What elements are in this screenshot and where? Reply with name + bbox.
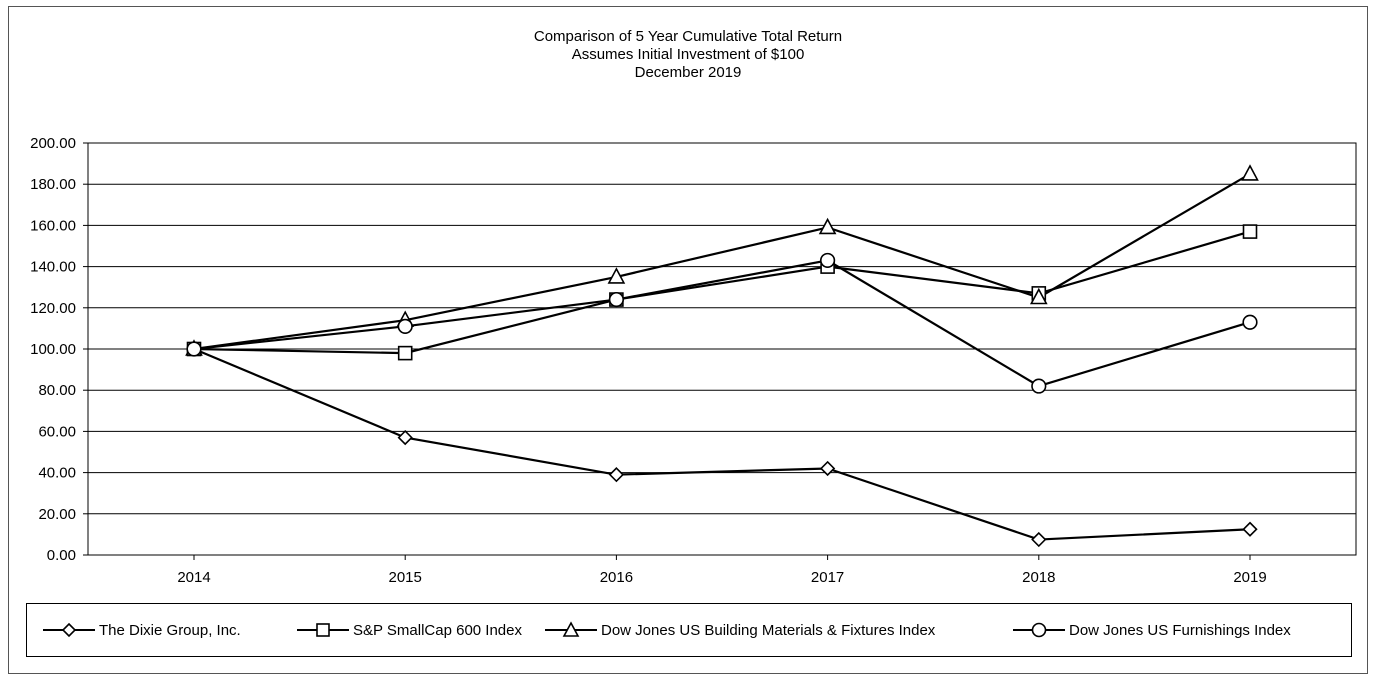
legend-label: Dow Jones US Building Materials & Fixtur… xyxy=(601,621,936,639)
data-point-circle xyxy=(1242,314,1258,330)
legend-marker-triangle-icon xyxy=(545,621,597,637)
chart-subtitle-investment: Assumes Initial Investment of $100 xyxy=(571,46,805,63)
y-tick-label: 120.00 xyxy=(30,300,76,317)
x-tick-label: 2017 xyxy=(811,569,844,586)
data-point-circle xyxy=(608,291,625,308)
series-line xyxy=(193,172,1251,351)
data-point-circle xyxy=(819,252,836,269)
data-point-triangle xyxy=(1029,287,1048,305)
data-point-diamond xyxy=(397,429,413,446)
y-tick-label: 20.00 xyxy=(38,506,76,523)
x-tick-label: 2016 xyxy=(600,569,633,586)
data-point-triangle xyxy=(818,217,837,235)
data-point-triangle xyxy=(607,267,626,284)
data-point-diamond xyxy=(819,460,836,477)
y-tick-label: 140.00 xyxy=(30,259,76,276)
legend-marker-square-icon xyxy=(297,623,349,637)
legend-item-dixie: The Dixie Group, Inc. xyxy=(41,604,241,656)
x-tick-label: 2018 xyxy=(1022,569,1055,586)
y-tick-label: 40.00 xyxy=(38,465,76,482)
x-tick-label: 2015 xyxy=(389,569,422,586)
chart-legend: The Dixie Group, Inc. S&P SmallCap 600 I… xyxy=(26,603,1352,657)
x-tick-label: 2014 xyxy=(177,569,210,586)
series-line xyxy=(193,230,1251,355)
legend-item-sp600: S&P SmallCap 600 Index xyxy=(295,604,522,656)
data-point-circle xyxy=(186,341,202,357)
data-point-circle xyxy=(1031,378,1047,394)
legend-marker-circle-icon xyxy=(1013,622,1065,638)
x-tick-label: 2019 xyxy=(1233,569,1266,586)
data-point-triangle xyxy=(1241,164,1259,181)
series-line xyxy=(193,347,1251,541)
y-tick-label: 60.00 xyxy=(38,423,76,440)
data-point-diamond xyxy=(1031,531,1047,548)
y-tick-label: 160.00 xyxy=(30,217,76,234)
data-point-diamond xyxy=(1242,521,1258,537)
y-tick-label: 0.00 xyxy=(47,547,76,564)
y-tick-label: 80.00 xyxy=(38,382,76,399)
chart-title: Comparison of 5 Year Cumulative Total Re… xyxy=(533,28,843,45)
legend-marker-diamond-icon xyxy=(43,622,95,638)
series-line xyxy=(193,259,1251,388)
y-tick-label: 200.00 xyxy=(30,135,76,152)
legend-item-furnishings: Dow Jones US Furnishings Index xyxy=(1011,604,1291,656)
legend-label: The Dixie Group, Inc. xyxy=(99,621,241,639)
y-tick-label: 180.00 xyxy=(30,176,76,193)
data-point-circle xyxy=(397,318,413,334)
y-tick-label: 100.00 xyxy=(30,341,76,358)
legend-item-building-materials: Dow Jones US Building Materials & Fixtur… xyxy=(543,604,935,656)
legend-label: S&P SmallCap 600 Index xyxy=(353,621,522,639)
data-point-diamond xyxy=(608,467,625,483)
data-point-square xyxy=(397,345,413,361)
chart-titles: Comparison of 5 Year Cumulative Total Re… xyxy=(0,28,1376,82)
data-point-square xyxy=(1242,224,1258,239)
legend-label: Dow Jones US Furnishings Index xyxy=(1069,621,1291,639)
chart-subtitle-date: December 2019 xyxy=(634,64,742,81)
